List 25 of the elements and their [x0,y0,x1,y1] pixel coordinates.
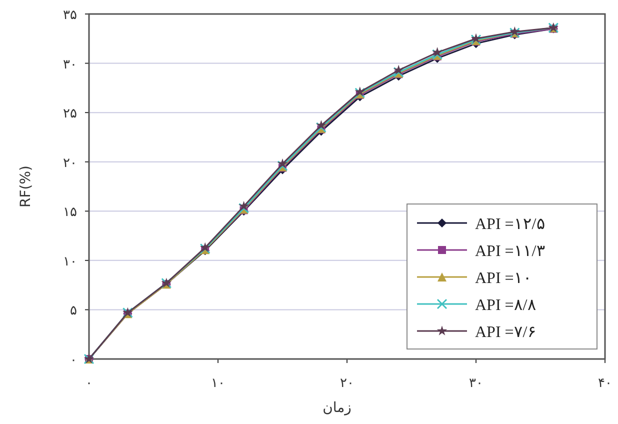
x-axis-title: زمان [322,400,352,416]
y-tick-label: ۰ [70,353,77,368]
x-tick-label: ۴۰ [598,376,612,391]
x-tick-label: ۳۰ [469,376,483,391]
y-tick-label: ۳۵ [63,8,78,23]
y-tick-label: ۱۰ [63,254,77,270]
legend-label: API =۱۲/۵ [475,216,546,233]
point [432,47,442,57]
point [277,158,288,168]
x-tick-label: ۱۰ [211,376,225,391]
y-tick-label: ۵ [70,304,78,319]
legend-label: API =۷/۶ [475,324,536,341]
y-axis-title: RF(%) [18,165,34,208]
legend-label: API =۸/۸ [475,297,536,314]
legend-label: API =۱۱/۳ [475,243,546,260]
y-tick-label: ۱۵ [63,205,78,220]
point [393,64,404,75]
point [316,120,326,130]
point [238,200,249,211]
x-tick-label: ۰ [86,376,92,391]
y-tick-label: ۲۰ [63,156,77,171]
y-tick-label: ۳۰ [63,57,77,72]
x-tick-label: ۲۰ [340,376,354,391]
legend-label: API =۱۰ [475,270,532,287]
y-tick-label: ۲۵ [63,106,78,122]
